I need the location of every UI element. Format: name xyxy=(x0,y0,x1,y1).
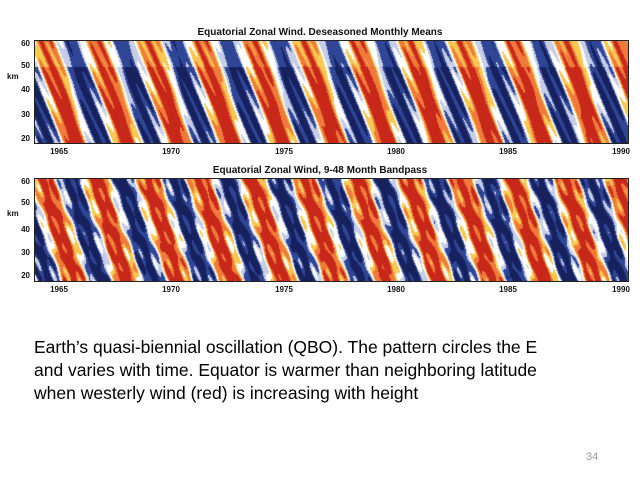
bottom-heatmap-canvas xyxy=(35,179,628,281)
top-chart-title: Equatorial Zonal Wind. Deseasoned Monthl… xyxy=(197,27,443,38)
top-y-axis-label: km xyxy=(7,72,19,81)
bottom-ytick-20: 20 xyxy=(21,271,30,280)
bottom-xtick-1965: 1965 xyxy=(50,285,68,294)
top-xtick-1985: 1985 xyxy=(499,147,517,156)
top-xtick-1980: 1980 xyxy=(387,147,405,156)
bottom-heatmap-plot xyxy=(34,178,629,282)
bottom-ytick-60: 60 xyxy=(21,177,30,186)
top-ytick-30: 30 xyxy=(21,110,30,119)
bottom-ytick-40: 40 xyxy=(21,225,30,234)
caption-line-3: when westerly wind (red) is increasing w… xyxy=(34,383,419,403)
top-xtick-1975: 1975 xyxy=(275,147,293,156)
top-heatmap-plot xyxy=(34,40,629,144)
bottom-xtick-1970: 1970 xyxy=(162,285,180,294)
top-ytick-20: 20 xyxy=(21,134,30,143)
top-heatmap-canvas xyxy=(35,41,628,143)
top-xtick-1965: 1965 xyxy=(50,147,68,156)
bottom-ytick-50: 50 xyxy=(21,198,30,207)
bottom-xtick-1990: 1990 xyxy=(612,285,630,294)
bottom-ytick-30: 30 xyxy=(21,248,30,257)
bottom-xtick-1985: 1985 xyxy=(499,285,517,294)
top-xtick-1990: 1990 xyxy=(612,147,630,156)
top-ytick-40: 40 xyxy=(21,85,30,94)
slide-caption: Earth’s quasi-biennial oscillation (QBO)… xyxy=(34,336,640,405)
bottom-xtick-1980: 1980 xyxy=(387,285,405,294)
bottom-chart-title: Equatorial Zonal Wind, 9-48 Month Bandpa… xyxy=(212,165,428,176)
top-ytick-60: 60 xyxy=(21,39,30,48)
caption-line-2: and varies with time. Equator is warmer … xyxy=(34,360,537,380)
page-number: 34 xyxy=(586,451,599,463)
top-ytick-50: 50 xyxy=(21,61,30,70)
caption-line-1: Earth’s quasi-biennial oscillation (QBO)… xyxy=(34,337,538,357)
bottom-y-axis-label: km xyxy=(7,209,19,218)
bottom-xtick-1975: 1975 xyxy=(275,285,293,294)
top-xtick-1970: 1970 xyxy=(162,147,180,156)
